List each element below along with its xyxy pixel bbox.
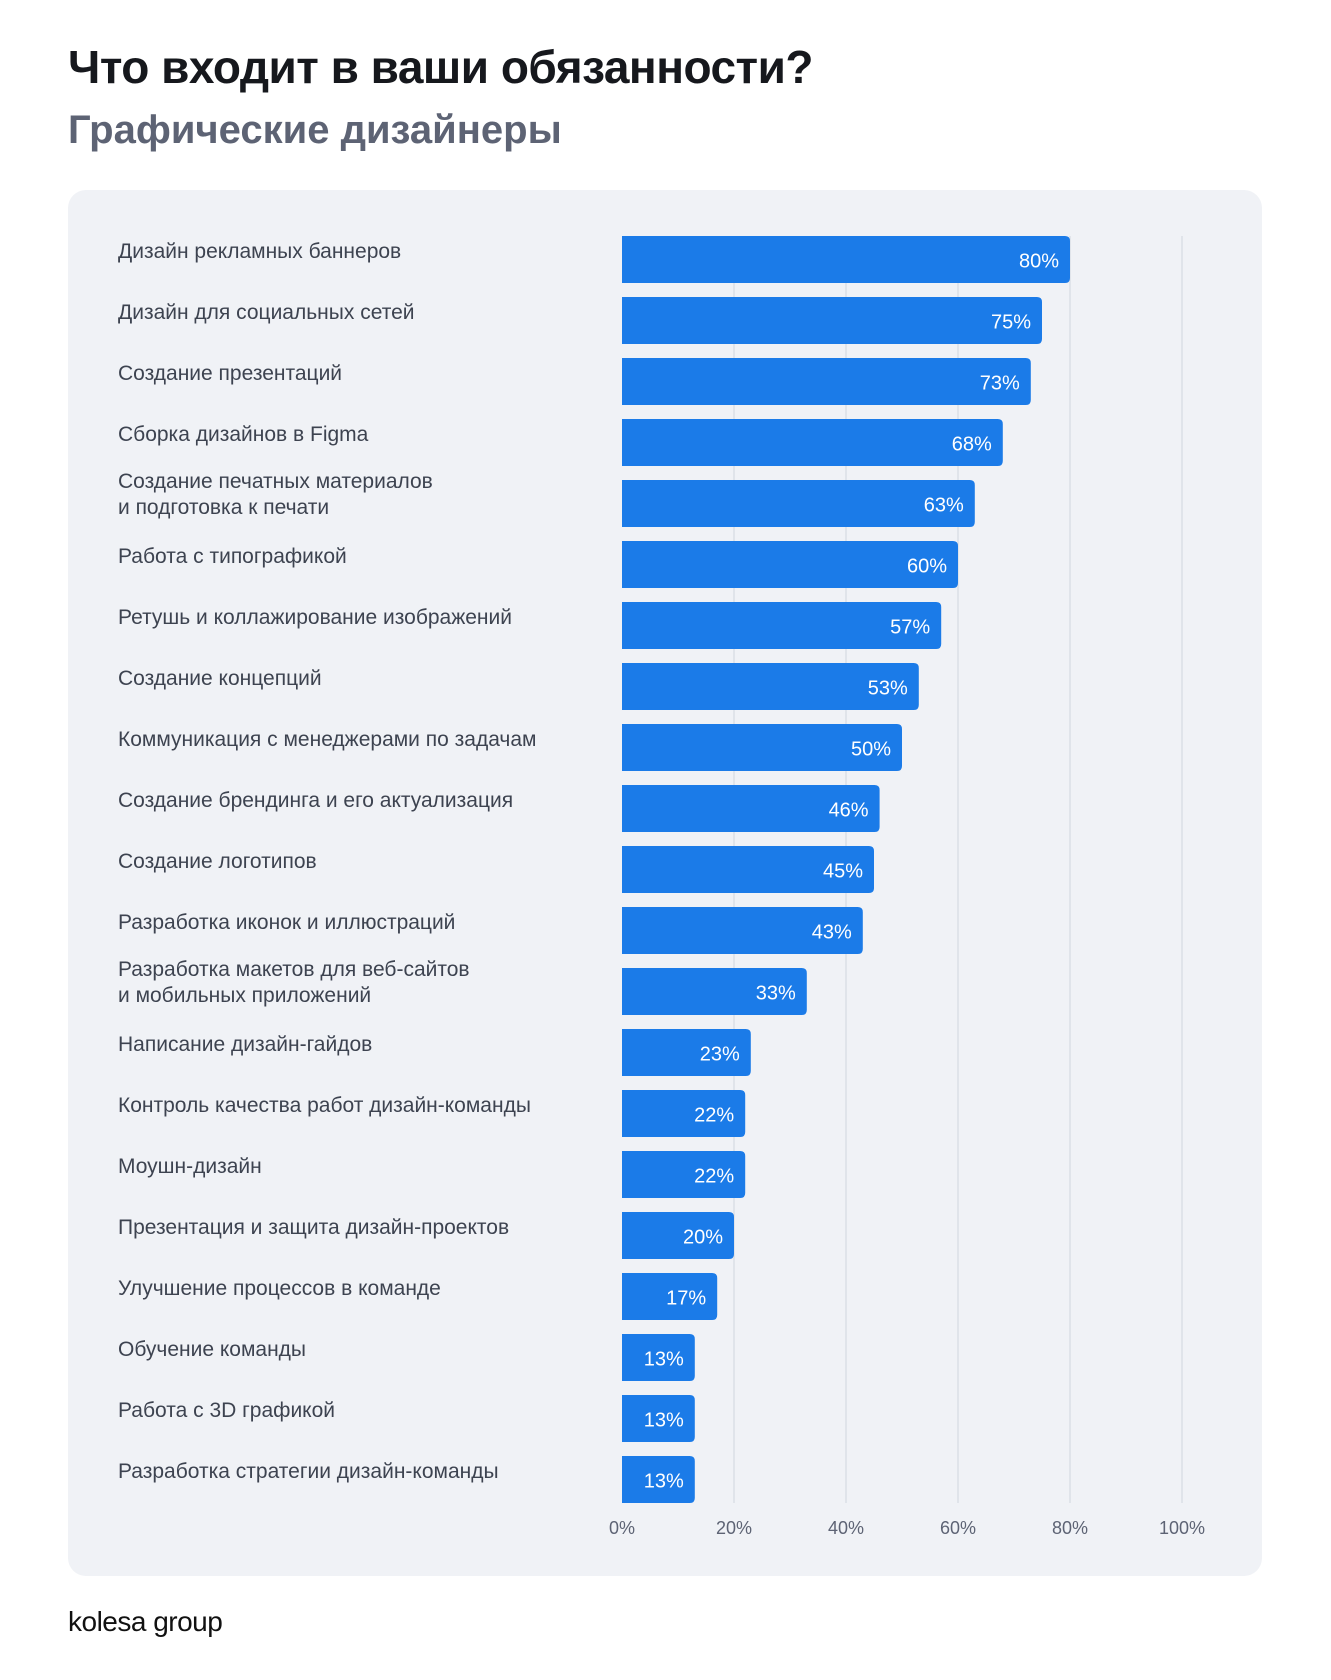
bar bbox=[622, 846, 874, 893]
bar bbox=[622, 785, 880, 832]
bar bbox=[622, 297, 1042, 344]
x-tick-label: 40% bbox=[828, 1518, 864, 1538]
bar bbox=[622, 724, 902, 771]
category-label: Ретушь и коллажирование изображений bbox=[118, 606, 512, 629]
bar-value-label: 13% bbox=[644, 1349, 684, 1371]
bar-value-label: 45% bbox=[823, 861, 863, 883]
category-label: Работа с типографикой bbox=[118, 545, 347, 568]
bar-value-label: 13% bbox=[644, 1410, 684, 1432]
bar-value-label: 68% bbox=[952, 434, 992, 456]
kolesa-group-logo: kolesa group bbox=[68, 1606, 223, 1637]
bar-value-label: 22% bbox=[694, 1166, 734, 1188]
category-label: Моушн-дизайн bbox=[118, 1155, 262, 1178]
bar bbox=[622, 480, 975, 527]
bar-value-label: 33% bbox=[756, 983, 796, 1005]
bar-value-label: 50% bbox=[851, 739, 891, 761]
category-label: Сборка дизайнов в Figma bbox=[118, 423, 369, 446]
category-label: Коммуникация с менеджерами по задачам bbox=[118, 728, 536, 751]
page-subtitle: Графические дизайнеры bbox=[68, 108, 562, 152]
category-label: Создание презентаций bbox=[118, 362, 342, 385]
bar bbox=[622, 358, 1031, 405]
category-label: Создание концепций bbox=[118, 667, 322, 690]
bar bbox=[622, 968, 807, 1015]
bar bbox=[622, 236, 1070, 283]
category-label: Контроль качества работ дизайн-команды bbox=[118, 1094, 531, 1117]
bar bbox=[622, 1334, 695, 1381]
bar-value-label: 23% bbox=[700, 1044, 740, 1066]
bar-value-label: 73% bbox=[980, 373, 1020, 395]
x-tick-label: 100% bbox=[1159, 1518, 1205, 1538]
bar bbox=[622, 602, 942, 649]
page-title: Что входит в ваши обязанности? bbox=[68, 41, 813, 93]
bar-value-label: 46% bbox=[829, 800, 869, 822]
bar bbox=[622, 663, 919, 710]
bar bbox=[622, 1456, 695, 1503]
category-label: Дизайн рекламных баннеров bbox=[118, 240, 401, 263]
bar-value-label: 75% bbox=[991, 312, 1031, 334]
bar bbox=[622, 1273, 718, 1320]
bar bbox=[622, 1029, 751, 1076]
bar bbox=[622, 1212, 734, 1259]
bar-value-label: 20% bbox=[683, 1227, 723, 1249]
bar-value-label: 53% bbox=[868, 678, 908, 700]
bar bbox=[622, 1395, 695, 1442]
bar-value-label: 22% bbox=[694, 1105, 734, 1127]
x-tick-label: 80% bbox=[1052, 1518, 1088, 1538]
bar-value-label: 63% bbox=[924, 495, 964, 517]
x-tick-label: 20% bbox=[716, 1518, 752, 1538]
category-label: Создание логотипов bbox=[118, 850, 317, 873]
category-label: Работа с 3D графикой bbox=[118, 1399, 335, 1422]
bar-value-label: 60% bbox=[907, 556, 947, 578]
bar-value-label: 43% bbox=[812, 922, 852, 944]
bar bbox=[622, 907, 863, 954]
bar bbox=[622, 541, 958, 588]
category-label: Дизайн для социальных сетей bbox=[118, 301, 414, 324]
category-label: Написание дизайн-гайдов bbox=[118, 1033, 372, 1056]
category-label: Создание брендинга и его актуализация bbox=[118, 789, 513, 812]
bar bbox=[622, 419, 1003, 466]
category-label: Разработка макетов для веб-сайтов и мобил… bbox=[118, 958, 470, 1007]
category-label: Обучение команды bbox=[118, 1338, 306, 1361]
bar-value-label: 17% bbox=[666, 1288, 706, 1310]
bar-value-label: 57% bbox=[890, 617, 930, 639]
x-tick-label: 60% bbox=[940, 1518, 976, 1538]
category-label: Улучшение процессов в команде bbox=[118, 1277, 441, 1300]
bar bbox=[622, 1090, 746, 1137]
x-tick-label: 0% bbox=[609, 1518, 635, 1538]
bar-value-label: 80% bbox=[1019, 251, 1059, 273]
category-label: Разработка стратегии дизайн-команды bbox=[118, 1460, 499, 1483]
category-label: Разработка иконок и иллюстраций bbox=[118, 911, 455, 934]
category-label: Презентация и защита дизайн-проектов bbox=[118, 1216, 509, 1239]
bar-value-label: 13% bbox=[644, 1471, 684, 1493]
bar bbox=[622, 1151, 746, 1198]
category-label: Создание печатных материалов и подготовка… bbox=[118, 470, 433, 519]
